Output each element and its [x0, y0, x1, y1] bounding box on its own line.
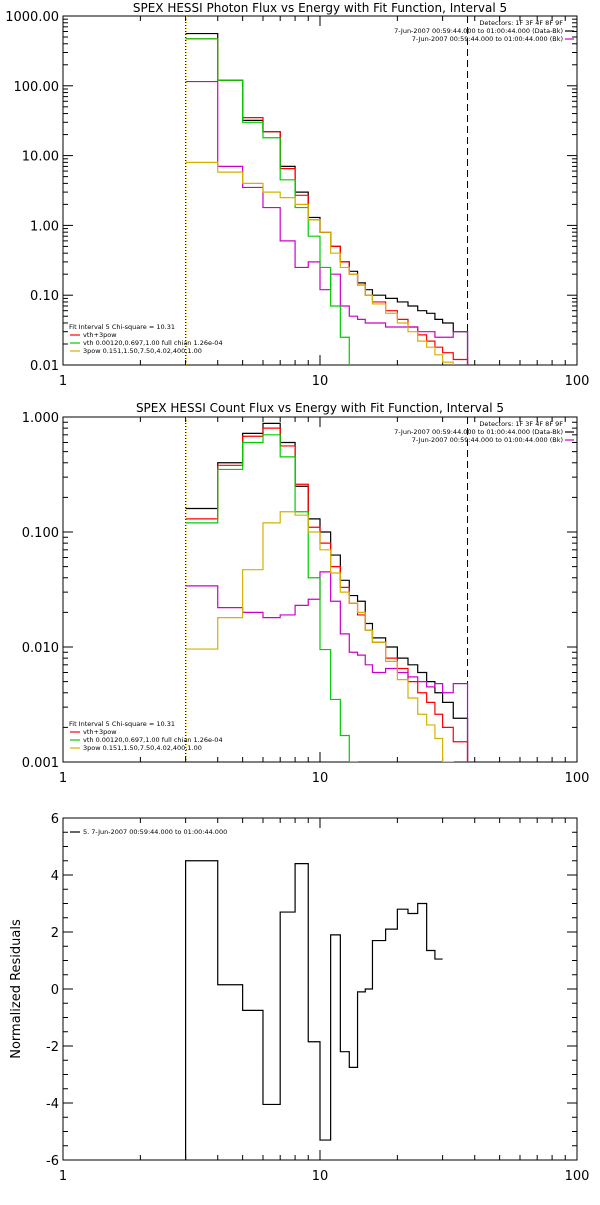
- y-tick-label: -4: [46, 1097, 59, 1112]
- plot-frame: [62, 15, 578, 366]
- legend-text: vth+3pow: [83, 331, 117, 339]
- y-tick-label: 2: [51, 926, 59, 941]
- y-tick-label: 10.00: [22, 150, 59, 165]
- legend: 5. 7-Jun-2007 00:59:44.000 to 01:00:44.0…: [70, 828, 227, 836]
- y-tick-label: 0.010: [22, 641, 59, 656]
- info-text: 7-Jun-2007 00:59:44.000 to 01:00:44.000 …: [394, 27, 563, 35]
- y-tick-label: 100.00: [14, 80, 60, 95]
- series-line-series-1: [185, 860, 443, 1160]
- x-tick-label: 100: [565, 374, 590, 389]
- info-text: 7-Jun-2007 00:59:44.000 to 01:00:44.000 …: [412, 35, 563, 43]
- y-tick-label: 1.00: [30, 219, 59, 234]
- legend: Fit Interval 5 Chi-square = 10.31vth+3po…: [69, 323, 223, 355]
- x-tick-label: 10: [312, 1169, 329, 1184]
- y-tick-label: -2: [46, 1040, 59, 1055]
- info-text: 7-Jun-2007 00:59:44.000 to 01:00:44.000 …: [412, 436, 563, 444]
- x-axis: 1 10 100: [59, 16, 590, 389]
- x-tick-label: 100: [565, 1169, 590, 1184]
- chart-panel-2: SPEX HESSI Count Flux vs Energy with Fit…: [22, 401, 590, 786]
- y-tick-label: 0.01: [30, 359, 59, 374]
- series-line-vth: [185, 434, 359, 762]
- legend-text: 3pow 0.151,1.50,7.50,4.02,400,1.00: [83, 744, 202, 752]
- info-text: Detectors: 1F 3F 4F 8F 9F: [479, 19, 563, 27]
- legend-text: 5. 7-Jun-2007 00:59:44.000 to 01:00:44.0…: [83, 828, 227, 836]
- y-tick-label: 0.001: [22, 756, 59, 771]
- series-line-series-1: [185, 32, 469, 365]
- series-line-vth+3pow: [185, 427, 469, 762]
- x-tick-label: 10: [312, 374, 329, 389]
- y-tick-label: 1.000: [22, 411, 59, 426]
- chart-panel-3: 1 10 100 -6 -4 -2 0 2 4 6 Normalized Residuals 5. 7…: [9, 812, 589, 1184]
- y-axis: 0.01 0.10 1.00 10.00 100.00 1000.00: [5, 10, 577, 374]
- x-tick-label: 10: [312, 771, 329, 786]
- x-axis: 1 10 100: [59, 818, 590, 1184]
- series-line-series-3: [185, 571, 469, 762]
- series-group: [185, 860, 443, 1160]
- series-line-3pow: [185, 511, 454, 762]
- x-tick-label: 1: [59, 771, 67, 786]
- series-line-3pow: [185, 161, 454, 365]
- y-tick-label: 1000.00: [5, 10, 59, 25]
- legend-text: vth+3pow: [83, 728, 117, 736]
- series-group: [185, 422, 469, 762]
- y-axis: -6 -4 -2 0 2 4 6: [46, 812, 577, 1169]
- info-text: 7-Jun-2007 00:59:44.000 to 01:00:44.000 …: [394, 428, 563, 436]
- chart-title: SPEX HESSI Count Flux vs Energy with Fit…: [136, 401, 504, 415]
- y-tick-label: 4: [51, 869, 59, 884]
- legend-text: Fit Interval 5 Chi-square = 10.31: [69, 323, 175, 331]
- legend: Fit Interval 5 Chi-square = 10.31vth+3po…: [69, 720, 223, 752]
- y-tick-label: 0.100: [22, 526, 59, 541]
- x-axis: 1 10 100: [59, 417, 590, 786]
- series-line-series-3: [185, 80, 469, 365]
- legend-text: Fit Interval 5 Chi-square = 10.31: [69, 720, 175, 728]
- x-tick-label: 100: [565, 771, 590, 786]
- chart-title: SPEX HESSI Photon Flux vs Energy with Fi…: [133, 1, 507, 15]
- series-line-vth+3pow: [185, 38, 469, 365]
- y-tick-label: 0.10: [30, 289, 59, 304]
- series-group: [185, 32, 469, 365]
- y-axis-label: Normalized Residuals: [9, 919, 24, 1059]
- x-tick-label: 1: [59, 1169, 67, 1184]
- chart-panel-1: SPEX HESSI Photon Flux vs Energy with Fi…: [5, 1, 589, 389]
- legend-text: 3pow 0.151,1.50,7.50,4.02,400,1.00: [83, 347, 202, 355]
- series-line-vth: [185, 38, 350, 365]
- y-axis: 0.001 0.010 0.100 1.000: [22, 411, 577, 771]
- y-tick-label: 6: [51, 812, 59, 827]
- x-tick-label: 1: [59, 374, 67, 389]
- y-tick-label: 0: [51, 983, 59, 998]
- legend-text: vth 0.00120,0.697,1.00 full chian 1.26e-…: [83, 339, 223, 347]
- info-text: Detectors: 1F 3F 4F 8F 9F: [479, 420, 563, 428]
- series-line-series-1: [185, 422, 469, 762]
- legend-text: vth 0.00120,0.697,1.00 full chian 1.26e-…: [83, 736, 223, 744]
- y-tick-label: -6: [46, 1154, 59, 1169]
